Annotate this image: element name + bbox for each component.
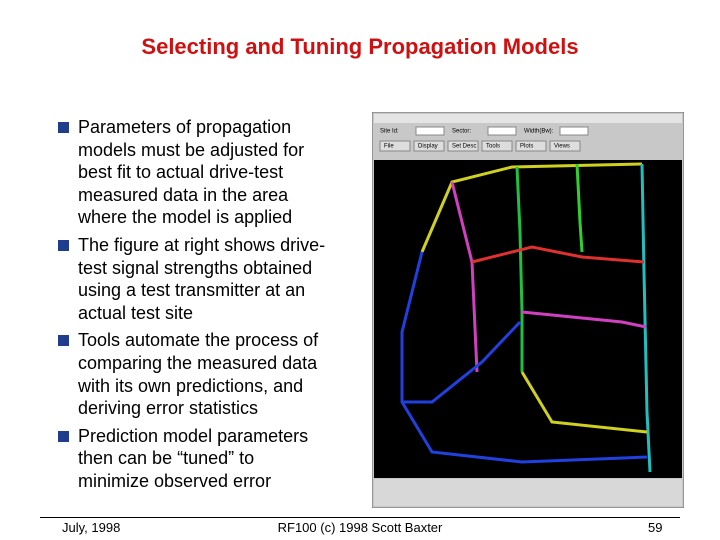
road xyxy=(521,310,647,329)
bullet-marker xyxy=(58,335,69,347)
page-number: 59 xyxy=(648,520,663,535)
road xyxy=(520,371,648,434)
footer-rule xyxy=(40,517,680,518)
bullet-line: Tools automate the process of xyxy=(78,330,319,351)
bullet: The figure at right shows drive-test sig… xyxy=(58,234,368,324)
footer-date: July, 1998 xyxy=(62,520,121,535)
menu-label: Plots xyxy=(520,144,533,150)
field-label: Sector: xyxy=(452,129,471,135)
bullet-line: with its own predictions, and xyxy=(78,375,304,396)
menu-button[interactable] xyxy=(515,140,547,152)
bullet-list: Parameters of propagation models must be … xyxy=(58,116,368,498)
menu-button[interactable] xyxy=(481,140,513,152)
bullet-line: best fit to actual drive-test xyxy=(78,162,284,183)
menu-label: File xyxy=(384,144,394,150)
bullet: Tools automate the process of comparing t… xyxy=(58,329,368,419)
menu-label: Set Desc xyxy=(452,144,476,150)
bullet-marker xyxy=(58,239,69,251)
bullet-line: Prediction model parameters xyxy=(78,425,309,446)
road xyxy=(471,245,645,264)
field-label: Width(Bw): xyxy=(524,129,554,135)
field-box[interactable] xyxy=(559,126,589,136)
menu-button[interactable] xyxy=(413,140,445,152)
bullet-line: where the model is applied xyxy=(78,207,293,228)
bullet-line: comparing the measured data xyxy=(78,352,318,373)
bullet: Parameters of propagation models must be … xyxy=(58,116,368,229)
menu-button[interactable] xyxy=(549,140,581,152)
bullet-line: The figure at right shows drive- xyxy=(78,234,326,255)
road xyxy=(400,251,648,464)
menu-label: Display xyxy=(418,144,438,150)
road xyxy=(640,163,652,473)
bullet-line: actual test site xyxy=(78,302,194,323)
bullet-line: deriving error statistics xyxy=(78,398,259,419)
field-label: Site Id: xyxy=(380,129,399,135)
bullet-marker xyxy=(58,430,69,442)
bullet-line: Parameters of propagation xyxy=(78,117,292,137)
field-box[interactable] xyxy=(487,126,517,136)
menu-button[interactable] xyxy=(379,140,411,152)
map xyxy=(374,160,682,478)
roads xyxy=(400,162,652,473)
bullet-line: test signal strengths obtained xyxy=(78,257,313,278)
footer-course: RF100 (c) 1998 Scott Baxter xyxy=(277,520,443,535)
bullet-line: using a test transmitter at an xyxy=(78,280,306,301)
title-bar xyxy=(374,114,682,123)
screenshot: Site Id: Sector: Width(Bw): File Display Set … xyxy=(372,112,684,508)
menu-button[interactable] xyxy=(447,140,479,152)
bullet-line: models must be adjusted for xyxy=(78,139,305,160)
road xyxy=(515,166,524,372)
bullet-line: then can be “tuned” to xyxy=(78,448,255,469)
slide-title: Selecting and Tuning Propagation Models xyxy=(141,34,579,59)
road xyxy=(402,320,522,404)
bullet-marker xyxy=(58,122,69,133)
menu-label: Views xyxy=(554,144,570,150)
field-box[interactable] xyxy=(415,126,445,136)
bullet-line: measured data in the area xyxy=(78,184,289,205)
road xyxy=(575,163,584,253)
menu-label: Tools xyxy=(486,144,500,150)
status-panel xyxy=(374,479,682,506)
bullet: Prediction model parameters then can be “… xyxy=(58,425,368,493)
bullet-line: minimize observed error xyxy=(78,470,272,491)
